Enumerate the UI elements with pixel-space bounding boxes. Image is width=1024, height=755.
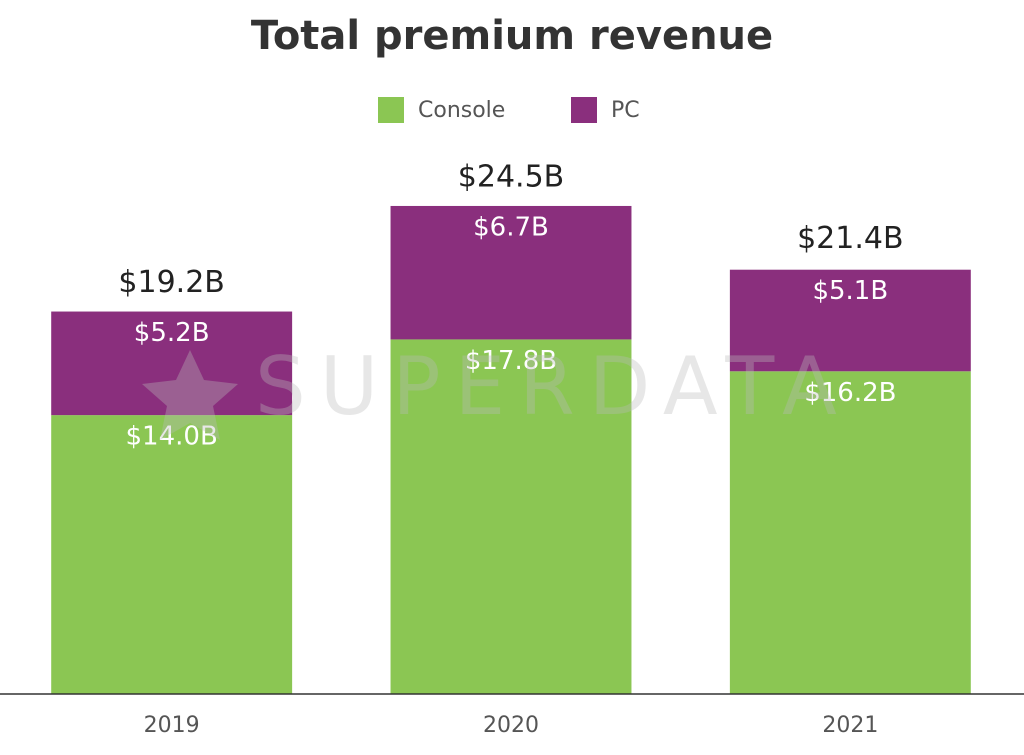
watermark: SUPERDATA — [142, 340, 851, 440]
bar-segment — [51, 311, 293, 416]
total-label: $21.4B — [797, 221, 903, 256]
segment-label: $6.7B — [473, 212, 549, 242]
segment-label: $16.2B — [804, 378, 896, 408]
bar-segment — [390, 339, 632, 694]
segment-label: $5.2B — [134, 318, 210, 348]
total-label: $24.5B — [458, 159, 564, 194]
bars: $14.0B $5.2B $19.2B 2019 $17.8B $6.7B $24.5B 20… — [51, 159, 971, 738]
legend-label: PC — [611, 98, 640, 123]
watermark-text: SUPERDATA — [255, 340, 851, 433]
x-tick-label: 2020 — [483, 713, 539, 738]
segment-label: $5.1B — [812, 276, 888, 306]
bar-segment — [729, 371, 971, 694]
bar-segment — [390, 205, 632, 340]
bar-segment — [729, 269, 971, 372]
legend-swatch — [571, 97, 597, 123]
x-tick-label: 2019 — [144, 713, 200, 738]
chart-title: Total premium revenue — [251, 13, 773, 59]
x-tick-label: 2021 — [822, 713, 878, 738]
segment-label: $17.8B — [465, 346, 557, 376]
total-label: $19.2B — [118, 265, 224, 300]
segment-label: $14.0B — [126, 422, 218, 452]
watermark-star — [142, 350, 238, 440]
legend-swatch — [378, 97, 404, 123]
legend: Console PC — [378, 97, 640, 123]
legend-label: Console — [418, 98, 505, 123]
bar-segment — [51, 415, 293, 694]
